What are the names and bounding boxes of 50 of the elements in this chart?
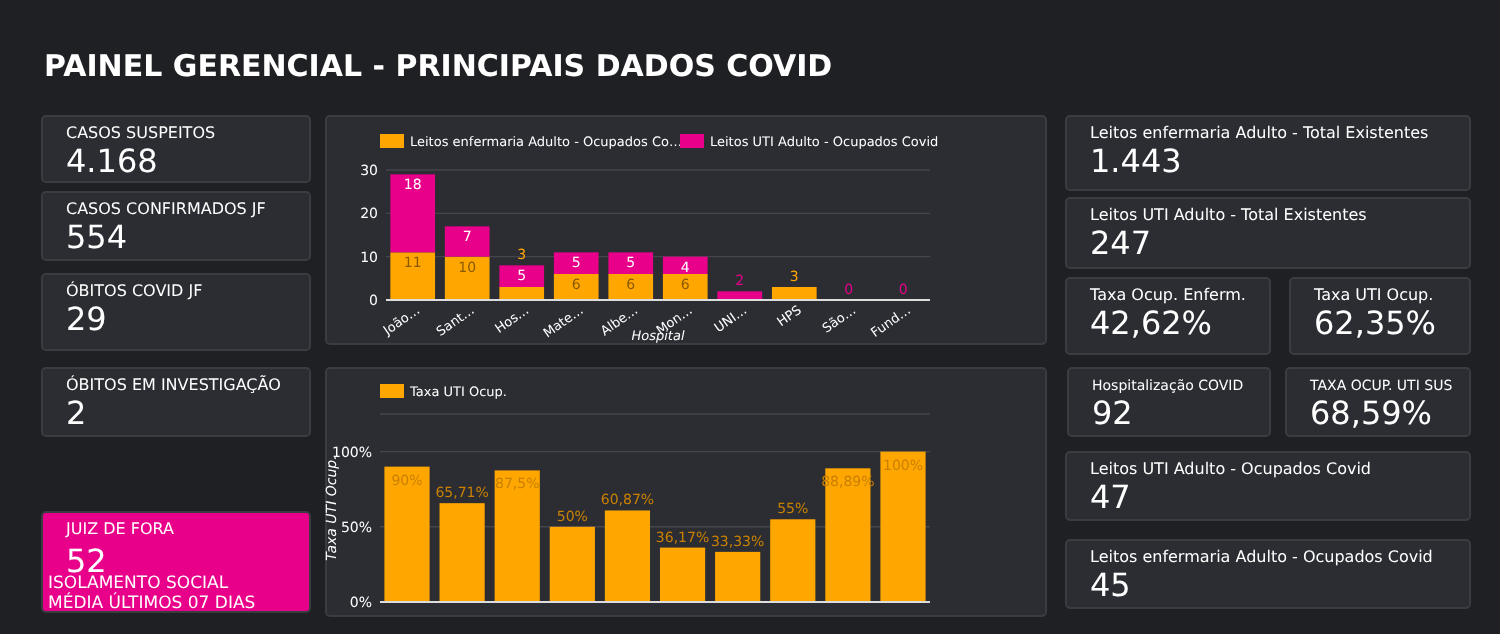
bar xyxy=(662,256,708,274)
text: Leitos UTI Adulto - Ocupados Covid xyxy=(1090,460,1371,478)
bar xyxy=(825,468,871,602)
bar xyxy=(499,265,545,287)
bar xyxy=(390,252,436,300)
text: Taxa UTI Ocup. xyxy=(1312,286,1434,304)
text: 62,35% xyxy=(1314,304,1437,342)
text: CASOS CONFIRMADOS JF xyxy=(66,200,267,218)
text: 1.443 xyxy=(1090,142,1182,180)
bar xyxy=(390,174,436,253)
bar xyxy=(662,274,708,300)
text: 29 xyxy=(66,300,107,338)
text: CASOS SUSPEITOS xyxy=(66,124,216,142)
text: Leitos enfermaria Adulto - Total Existentes xyxy=(1090,124,1429,142)
bar xyxy=(604,510,651,602)
bar xyxy=(384,466,430,602)
bar xyxy=(439,503,485,602)
bar xyxy=(499,287,545,300)
text: ISOLAMENTO SOCIAL xyxy=(48,574,229,594)
bar xyxy=(549,526,595,602)
text: 4.168 xyxy=(66,142,158,180)
text: ÓBITOS EM INVESTIGAÇÃO xyxy=(66,374,281,394)
text: 47 xyxy=(1090,478,1131,516)
bar xyxy=(553,274,599,300)
text: Leitos UTI Adulto - Total Existentes xyxy=(1090,206,1367,224)
text: JUIZ DE FORA xyxy=(64,520,175,538)
text: 247 xyxy=(1090,224,1152,262)
text: Taxa Ocup. Enferm. xyxy=(1088,286,1246,304)
bar xyxy=(771,287,817,300)
bar xyxy=(444,256,490,300)
text: 45 xyxy=(1090,566,1131,604)
text: 68,59% xyxy=(1310,394,1433,432)
text: MÉDIA ÚLTIMOS 07 DIAS xyxy=(48,592,256,614)
text: 92 xyxy=(1092,394,1133,432)
bar xyxy=(770,519,816,602)
bar xyxy=(494,470,540,602)
bar xyxy=(715,551,761,602)
bar xyxy=(608,252,654,274)
bar xyxy=(659,547,706,602)
text: 554 xyxy=(66,218,128,256)
text: 42,62% xyxy=(1090,304,1213,342)
text: Leitos enfermaria Adulto - Ocupados Covid xyxy=(1090,548,1433,566)
text: 2 xyxy=(66,394,87,432)
bar xyxy=(553,252,599,274)
bar xyxy=(880,451,926,602)
text: PAINEL GERENCIAL - PRINCIPAIS DADOS COVID xyxy=(44,48,833,84)
bar xyxy=(444,226,490,257)
bar xyxy=(608,274,654,300)
text: ÓBITOS COVID JF xyxy=(66,280,204,300)
bar xyxy=(717,291,763,300)
